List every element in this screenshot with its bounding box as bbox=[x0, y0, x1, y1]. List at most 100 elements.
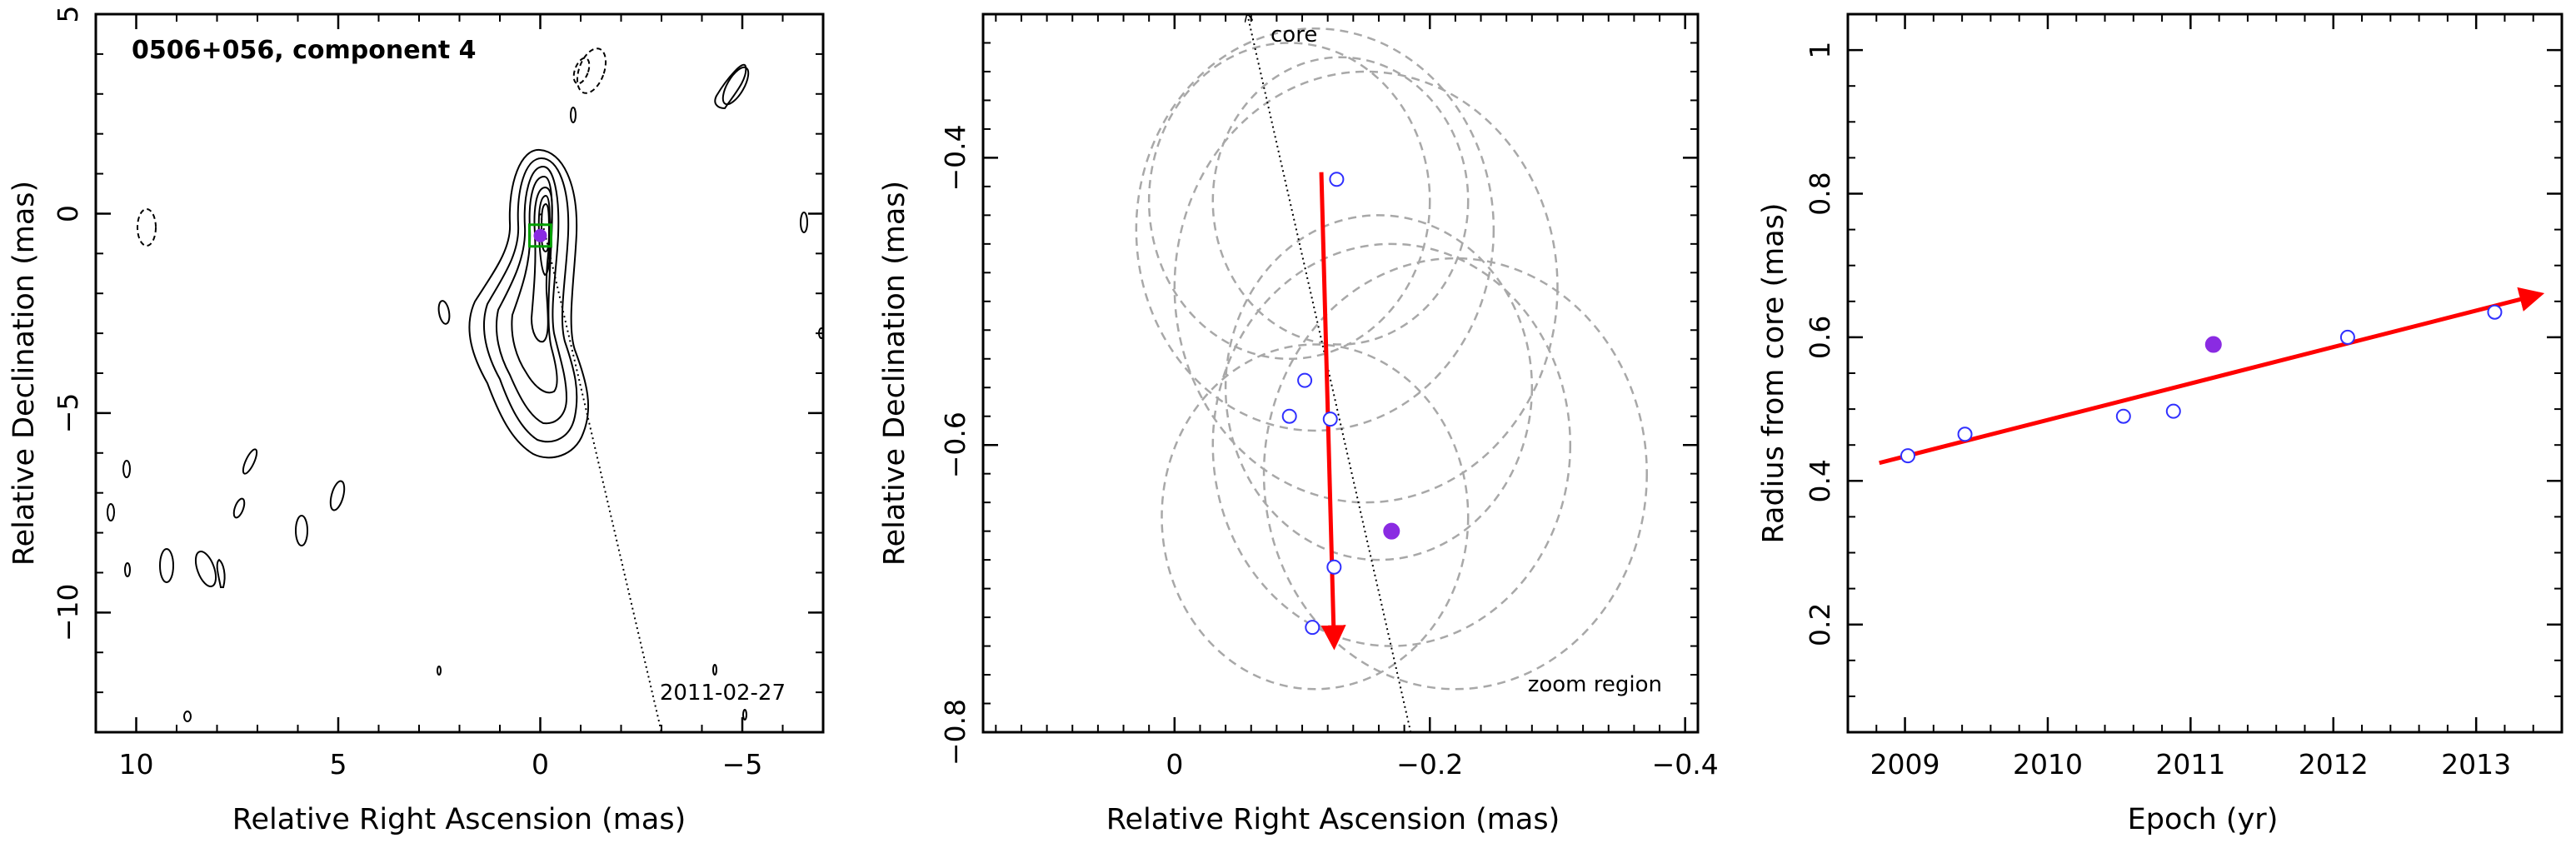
y-tick-label: 0.6 bbox=[1804, 316, 1836, 359]
zoom-y-ticks: −0.4 −0.6 −0.8 bbox=[939, 13, 1698, 766]
core-direction-line bbox=[1247, 14, 1412, 732]
x-tick-label: −5 bbox=[722, 748, 763, 781]
contour-blob-6 bbox=[329, 480, 346, 511]
y-tick-label: 0.8 bbox=[1804, 172, 1836, 215]
beam-circle bbox=[1161, 343, 1470, 691]
contour-1 bbox=[468, 148, 590, 459]
beam-circle bbox=[1211, 242, 1572, 647]
radius-point bbox=[1957, 426, 1973, 442]
epoch-point bbox=[1329, 172, 1345, 187]
zoom-x-axis-label: Relative Right Ascension (mas) bbox=[1106, 803, 1560, 836]
contour-blob-12 bbox=[107, 503, 115, 521]
y-tick-label: −0.6 bbox=[939, 412, 971, 478]
y-tick-label: 5 bbox=[52, 6, 84, 23]
y-tick-label: −5 bbox=[52, 393, 84, 434]
contour-blob-16 bbox=[712, 664, 717, 676]
contour-blob-1 bbox=[437, 300, 451, 325]
core-label: core bbox=[1271, 22, 1317, 47]
contour-blob-8 bbox=[295, 515, 308, 546]
x-tick-label: 2013 bbox=[2441, 748, 2511, 781]
contour-blob-17 bbox=[570, 107, 577, 123]
epoch-point bbox=[1322, 412, 1338, 427]
jet-direction-line bbox=[539, 213, 662, 732]
motion-vector-arrow bbox=[1319, 172, 1346, 651]
negative-contours bbox=[137, 47, 607, 247]
radius-y-ticks: 0.2 0.4 0.6 0.8 1 bbox=[1804, 13, 2562, 733]
contour-blob-15 bbox=[742, 709, 747, 721]
radius-x-axis-label: Epoch (yr) bbox=[2128, 803, 2279, 836]
map-y-ticks: 5 0 −5 −10 bbox=[52, 6, 823, 733]
contour-blob-4 bbox=[122, 460, 131, 478]
highlighted-epoch-point bbox=[1383, 522, 1400, 540]
radius-point bbox=[2487, 304, 2503, 320]
radius-data-points bbox=[1900, 304, 2503, 464]
contour-blob-19 bbox=[714, 63, 747, 110]
contour-blob-9 bbox=[159, 548, 174, 583]
contour-blob-7 bbox=[232, 497, 246, 519]
negative-contour-1 bbox=[137, 208, 157, 247]
epoch-point bbox=[1281, 408, 1297, 424]
radius-panel bbox=[1879, 287, 2545, 466]
highlighted-radius-point bbox=[2204, 336, 2222, 353]
map-title: 0506+056, component 4 bbox=[132, 36, 477, 65]
x-tick-label: 0 bbox=[1166, 748, 1183, 781]
epoch-point bbox=[1326, 559, 1342, 575]
contour-blob-13 bbox=[183, 711, 192, 722]
y-tick-label: 0.4 bbox=[1804, 459, 1836, 502]
contour-blob-20 bbox=[216, 558, 226, 588]
epoch-point bbox=[1305, 620, 1320, 636]
component-marker bbox=[533, 228, 547, 242]
y-tick-label: −10 bbox=[52, 584, 84, 642]
contour-3 bbox=[496, 165, 568, 425]
x-tick-label: −0.2 bbox=[1396, 748, 1463, 781]
contour-blob-10 bbox=[194, 551, 217, 587]
beam-circles bbox=[1135, 27, 1648, 691]
y-tick-label: 0.2 bbox=[1804, 602, 1836, 646]
x-tick-label: 5 bbox=[330, 748, 347, 781]
component-box bbox=[528, 223, 552, 248]
map-x-axis-label: Relative Right Ascension (mas) bbox=[232, 803, 686, 836]
x-tick-label: 10 bbox=[119, 748, 154, 781]
x-tick-label: 2012 bbox=[2299, 748, 2369, 781]
radius-y-axis-label: Radius from core (mas) bbox=[1757, 202, 1790, 543]
radius-x-ticks: 2009 2010 2011 2012 2013 bbox=[1847, 14, 2563, 781]
beam-circle bbox=[1135, 27, 1495, 432]
zoom-y-axis-label: Relative Declination (mas) bbox=[878, 181, 911, 566]
x-tick-label: 0 bbox=[532, 748, 549, 781]
negative-contour-3 bbox=[572, 57, 591, 85]
beam-circle bbox=[1211, 56, 1470, 346]
beam-circle bbox=[1147, 42, 1431, 361]
zoom-panel bbox=[1135, 14, 1648, 732]
x-tick-label: 2010 bbox=[2013, 748, 2083, 781]
epoch-point bbox=[1297, 372, 1313, 388]
radius-point bbox=[1900, 448, 1915, 464]
contour-blob-11 bbox=[124, 562, 131, 577]
radius-point bbox=[2115, 408, 2131, 424]
contour-map bbox=[107, 63, 823, 722]
fit-arrow bbox=[1879, 287, 2545, 466]
contour-blob-5 bbox=[242, 448, 258, 475]
y-tick-label: 0 bbox=[52, 205, 84, 222]
zoom-data-points bbox=[1281, 172, 1400, 636]
map-frame bbox=[94, 12, 825, 734]
x-tick-label: 2009 bbox=[1870, 748, 1940, 781]
radius-point bbox=[2339, 329, 2355, 345]
beam-circle bbox=[1262, 257, 1648, 691]
zoom-x-ticks: 0 −0.2 −0.4 bbox=[995, 14, 1719, 781]
map-date-label: 2011-02-27 bbox=[660, 681, 786, 706]
zoom-frame bbox=[981, 12, 1700, 734]
x-tick-label: −0.4 bbox=[1652, 748, 1719, 781]
negative-contour-2 bbox=[576, 47, 607, 94]
y-tick-label: −0.4 bbox=[939, 124, 971, 191]
beam-circle bbox=[1173, 70, 1559, 504]
map-x-ticks: 10 5 0 −5 bbox=[95, 14, 824, 781]
radius-frame bbox=[1846, 12, 2564, 734]
y-tick-label: 1 bbox=[1804, 42, 1836, 59]
y-tick-label: −0.8 bbox=[939, 699, 971, 766]
beam-circle bbox=[1224, 214, 1534, 561]
map-y-axis-label: Relative Declination (mas) bbox=[7, 181, 41, 566]
map-panel bbox=[107, 47, 823, 732]
contour-2 bbox=[482, 157, 578, 443]
contour-blob-3 bbox=[800, 212, 808, 233]
